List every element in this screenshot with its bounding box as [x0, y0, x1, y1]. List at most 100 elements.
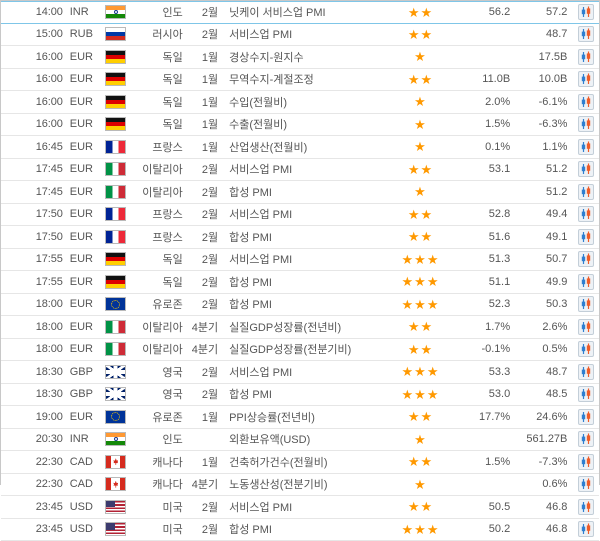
candlestick-chart-icon[interactable]: [578, 4, 594, 20]
event-name[interactable]: 노동생산성(전분기비): [223, 476, 385, 492]
chart-cell[interactable]: [573, 251, 599, 267]
chart-cell[interactable]: [573, 116, 599, 132]
event-name[interactable]: 외환보유액(USD): [223, 431, 385, 447]
chart-cell[interactable]: [573, 319, 599, 335]
chart-cell[interactable]: [573, 454, 599, 470]
event-period: 2월: [187, 296, 223, 312]
event-name[interactable]: 서비스업 PMI: [223, 26, 385, 42]
event-name[interactable]: 합성 PMI: [223, 184, 385, 200]
event-name[interactable]: 무역수지-계절조정: [223, 71, 385, 87]
chart-cell[interactable]: [573, 296, 599, 312]
event-name[interactable]: 합성 PMI: [223, 386, 385, 402]
event-name[interactable]: 서비스업 PMI: [223, 364, 385, 380]
chart-cell[interactable]: [573, 476, 599, 492]
chart-cell[interactable]: [573, 4, 599, 20]
event-name[interactable]: 서비스업 PMI: [223, 499, 385, 515]
event-name[interactable]: 수출(전월비): [223, 116, 385, 132]
event-name[interactable]: 합성 PMI: [223, 521, 385, 537]
chart-cell[interactable]: [573, 499, 599, 515]
candlestick-chart-icon[interactable]: [578, 319, 594, 335]
event-name[interactable]: 합성 PMI: [223, 296, 385, 312]
chart-cell[interactable]: [573, 184, 599, 200]
event-name[interactable]: 경상수지-원지수: [223, 49, 385, 65]
event-name[interactable]: 서비스업 PMI: [223, 161, 385, 177]
candlestick-chart-icon[interactable]: [578, 49, 594, 65]
event-currency: GBP: [70, 366, 100, 378]
event-name[interactable]: PPI상승률(전년비): [223, 409, 385, 425]
candlestick-chart-icon[interactable]: [578, 341, 594, 357]
candlestick-chart-icon[interactable]: [578, 274, 594, 290]
candlestick-chart-icon[interactable]: [578, 139, 594, 155]
candlestick-chart-icon[interactable]: [578, 94, 594, 110]
event-name[interactable]: 합성 PMI: [223, 274, 385, 290]
candlestick-chart-icon[interactable]: [578, 431, 594, 447]
candlestick-chart-icon[interactable]: [578, 386, 594, 402]
candlestick-chart-icon[interactable]: [578, 364, 594, 380]
chart-cell[interactable]: [573, 94, 599, 110]
candlestick-chart-icon[interactable]: [578, 229, 594, 245]
in-flag-icon: [105, 5, 126, 19]
event-name[interactable]: 닛케이 서비스업 PMI: [223, 4, 385, 20]
candlestick-chart-icon[interactable]: [578, 296, 594, 312]
candlestick-chart-icon[interactable]: [578, 206, 594, 222]
chart-cell[interactable]: [573, 71, 599, 87]
candlestick-chart-icon[interactable]: [578, 161, 594, 177]
candlestick-chart-icon[interactable]: [578, 26, 594, 42]
chart-cell[interactable]: [573, 274, 599, 290]
candlestick-chart-icon[interactable]: [578, 454, 594, 470]
event-name[interactable]: 실질GDP성장률(전년비): [223, 319, 385, 335]
candlestick-chart-icon[interactable]: [578, 409, 594, 425]
chart-cell[interactable]: [573, 364, 599, 380]
chart-cell[interactable]: [573, 161, 599, 177]
chart-cell[interactable]: [573, 386, 599, 402]
event-time: 16:00: [1, 51, 70, 63]
candlestick-chart-icon[interactable]: [578, 251, 594, 267]
event-name[interactable]: 실질GDP성장률(전분기비): [223, 341, 385, 357]
candlestick-chart-icon[interactable]: [578, 184, 594, 200]
chart-cell[interactable]: [573, 341, 599, 357]
chart-cell[interactable]: [573, 26, 599, 42]
event-name[interactable]: 건축허가건수(전월비): [223, 454, 385, 470]
chart-cell[interactable]: [573, 206, 599, 222]
chart-cell[interactable]: [573, 431, 599, 447]
chart-cell[interactable]: [573, 49, 599, 65]
event-name[interactable]: 수입(전월비): [223, 94, 385, 110]
candlestick-chart-icon[interactable]: [578, 71, 594, 87]
candlestick-chart-icon[interactable]: [578, 521, 594, 537]
candlestick-chart-icon[interactable]: [578, 476, 594, 492]
candlestick-chart-icon[interactable]: [578, 499, 594, 515]
event-name[interactable]: 산업생산(전월비): [223, 139, 385, 155]
event-name[interactable]: 서비스업 PMI: [223, 206, 385, 222]
chart-cell[interactable]: [573, 229, 599, 245]
chart-cell[interactable]: [573, 521, 599, 537]
candlestick-chart-icon[interactable]: [578, 116, 594, 132]
event-name[interactable]: 서비스업 PMI: [223, 251, 385, 267]
chart-cell[interactable]: [573, 139, 599, 155]
event-name[interactable]: 합성 PMI: [223, 229, 385, 245]
importance-rating: ★: [385, 140, 455, 153]
chart-cell[interactable]: [573, 409, 599, 425]
